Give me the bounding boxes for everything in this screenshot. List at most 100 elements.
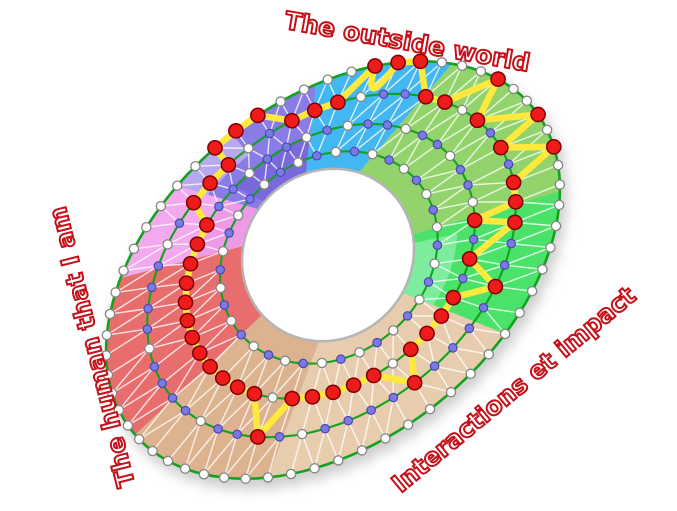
node-purple — [458, 273, 468, 284]
score-node — [461, 251, 478, 267]
node — [133, 433, 145, 445]
node-purple — [485, 128, 496, 138]
node-purple — [263, 350, 274, 360]
node-purple — [281, 142, 292, 152]
score-node — [365, 367, 382, 384]
node-purple — [322, 125, 332, 136]
node — [232, 210, 244, 221]
score-node — [202, 175, 218, 191]
node — [259, 179, 270, 190]
node — [240, 473, 251, 484]
nodes — [100, 57, 566, 484]
score-node — [437, 94, 453, 110]
score-node — [228, 122, 244, 139]
score-nodes — [177, 53, 562, 445]
node-purple — [147, 282, 157, 293]
node-purple — [366, 405, 376, 416]
node — [431, 221, 443, 233]
node — [445, 386, 457, 398]
node-purple — [167, 393, 178, 403]
node-purple — [432, 139, 443, 150]
node — [475, 66, 487, 77]
node-purple — [464, 323, 475, 334]
node — [436, 57, 448, 68]
node-purple — [214, 201, 224, 212]
node — [190, 160, 201, 172]
node — [550, 220, 562, 232]
node — [521, 95, 533, 107]
node — [155, 200, 167, 212]
score-node — [202, 358, 218, 375]
node — [128, 243, 140, 255]
node — [279, 355, 291, 367]
score-node — [220, 157, 237, 173]
node — [198, 469, 210, 480]
score-node — [178, 275, 195, 292]
score-node — [250, 107, 266, 124]
node-purple — [174, 218, 185, 229]
score-node — [246, 385, 263, 402]
node — [330, 146, 342, 158]
score-node — [177, 294, 194, 311]
node — [162, 239, 173, 250]
node-purple — [343, 415, 354, 426]
node — [554, 179, 566, 190]
node — [298, 84, 310, 95]
score-node — [325, 384, 341, 401]
node-purple — [378, 89, 389, 99]
node-purple — [503, 159, 514, 170]
score-node — [507, 194, 524, 210]
score-node — [284, 112, 300, 129]
node-purple — [411, 175, 422, 186]
node — [553, 199, 565, 211]
score-node — [390, 54, 406, 71]
node — [100, 350, 112, 361]
node — [292, 157, 304, 168]
node — [226, 315, 237, 327]
node-purple — [468, 234, 479, 245]
score-node — [249, 429, 266, 445]
node — [388, 325, 399, 336]
node-purple — [180, 405, 191, 416]
node-purple — [142, 324, 153, 334]
node-purple — [224, 228, 234, 238]
node — [424, 403, 436, 415]
node — [499, 328, 511, 340]
node — [296, 428, 308, 440]
node-purple — [219, 300, 230, 310]
node-purple — [388, 392, 399, 403]
sector-red — [106, 246, 263, 435]
score-node — [229, 379, 246, 396]
score-node — [199, 217, 215, 233]
score-node — [469, 112, 486, 129]
node-purple — [402, 311, 413, 321]
score-node — [466, 212, 483, 229]
node — [400, 123, 412, 135]
node-purple — [423, 277, 434, 287]
node — [354, 347, 365, 358]
node — [316, 357, 328, 369]
node-purple — [384, 155, 394, 165]
node — [101, 329, 113, 341]
node — [162, 455, 174, 467]
node — [421, 188, 432, 200]
node — [275, 96, 286, 107]
score-node — [367, 58, 383, 74]
node — [526, 285, 538, 297]
node-purple — [298, 358, 308, 369]
overlay-green-pale-inner-band — [402, 233, 458, 306]
node — [144, 343, 155, 354]
node — [179, 463, 191, 474]
score-node — [417, 88, 434, 105]
node-purple — [149, 361, 160, 372]
score-node — [306, 102, 323, 119]
node — [508, 83, 519, 95]
node — [387, 358, 399, 369]
node — [467, 196, 479, 208]
node-purple — [157, 378, 167, 389]
node — [147, 445, 158, 457]
node — [483, 349, 494, 360]
node — [113, 404, 125, 416]
score-node — [507, 214, 523, 231]
